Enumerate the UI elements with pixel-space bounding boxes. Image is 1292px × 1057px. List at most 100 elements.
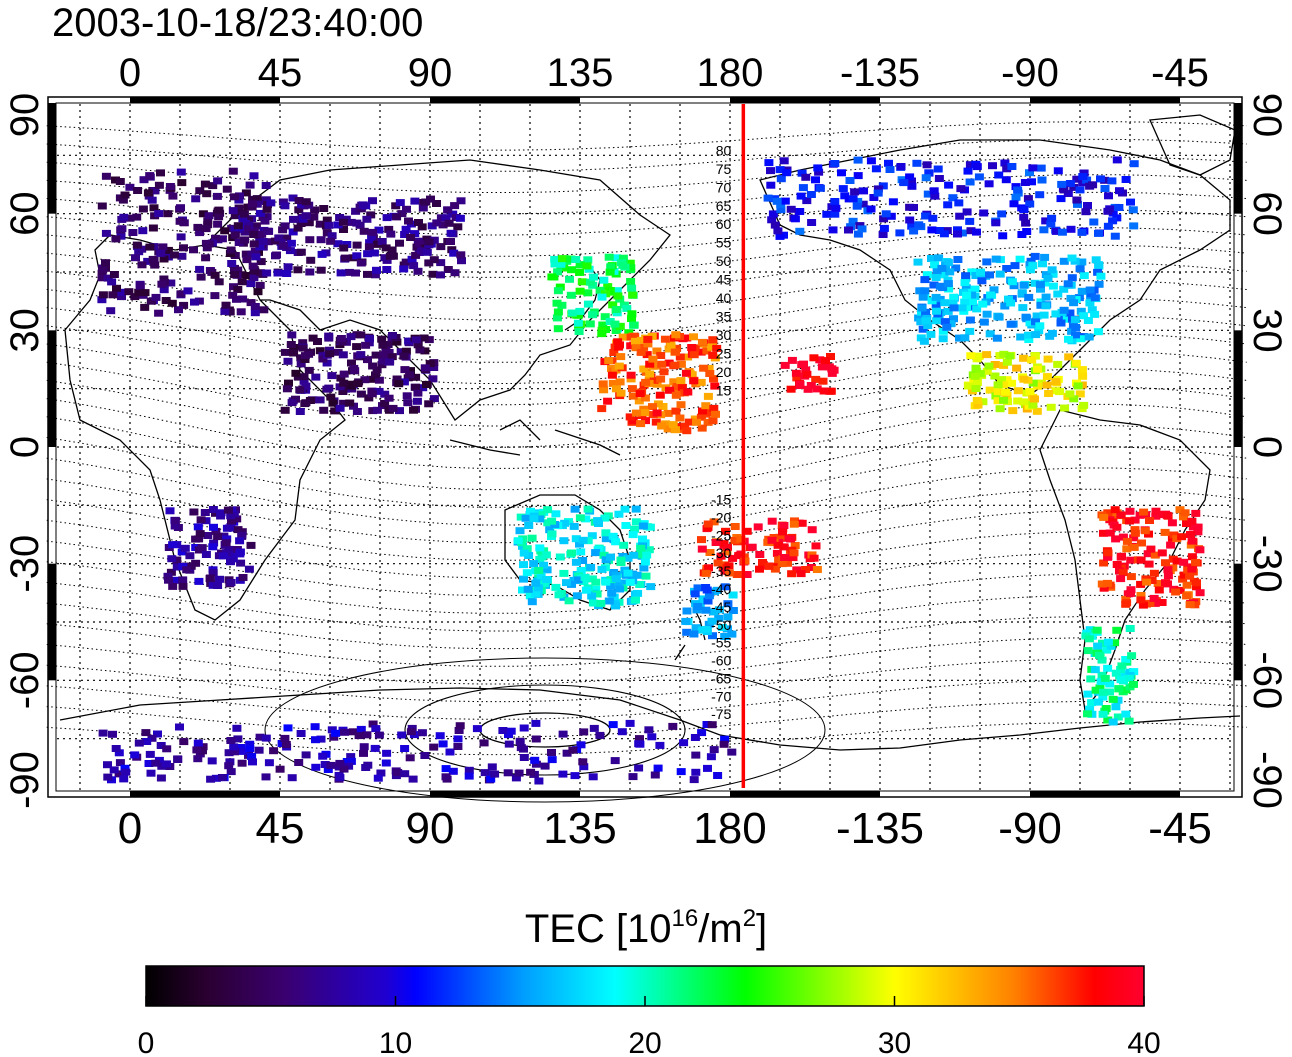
tec-sample-western-pacific — [648, 355, 658, 363]
frame-tick-bar — [1234, 330, 1242, 447]
tec-sample-antarctica — [224, 762, 234, 770]
tec-sample-western-russia — [387, 246, 397, 254]
tec-sample-central-america — [1013, 397, 1023, 405]
tec-sample-europe — [101, 229, 111, 237]
tec-sample-western-russia — [404, 217, 413, 225]
tec-sample-continental-us — [1036, 285, 1045, 293]
tec-sample-alaska-canada — [1035, 191, 1045, 199]
tec-sample-japan-korea — [611, 306, 621, 313]
tec-sample-australia — [519, 549, 529, 557]
tec-sample-southern-africa — [201, 551, 211, 558]
tec-sample-continental-us — [948, 299, 958, 307]
tec-sample-continental-us — [938, 327, 948, 335]
tec-sample-alaska-canada — [994, 171, 1004, 179]
tec-sample-japan-korea — [550, 255, 560, 263]
tec-sample-patagonia — [1105, 680, 1115, 688]
tec-sample-south-pacific — [812, 566, 822, 573]
tec-sample-western-pacific — [705, 370, 715, 377]
tec-sample-continental-us — [1090, 294, 1100, 302]
tec-sample-antarctica — [547, 756, 557, 764]
tec-sample-south-america — [1186, 531, 1195, 538]
tec-sample-antarctica — [490, 770, 500, 778]
tec-sample-hawaii — [806, 382, 816, 389]
tec-sample-europe — [138, 205, 148, 213]
tec-sample-arabia-india — [361, 341, 371, 349]
tec-sample-western-russia — [359, 227, 369, 235]
tec-sample-new-zealand — [682, 628, 692, 636]
tec-sample-hawaii — [791, 369, 801, 377]
tec-sample-alaska-canada — [972, 228, 981, 236]
tec-sample-australia — [535, 544, 545, 552]
tec-sample-continental-us — [938, 284, 948, 292]
tec-sample-australia — [606, 582, 616, 590]
tec-sample-australia — [593, 517, 603, 525]
tec-sample-australia — [571, 558, 581, 566]
tec-sample-hawaii — [826, 387, 836, 395]
tec-sample-western-pacific — [635, 390, 645, 398]
tec-sample-southern-africa — [213, 582, 223, 589]
tec-sample-central-america — [982, 367, 992, 375]
tec-sample-western-russia — [305, 268, 315, 276]
tec-sample-australia — [609, 593, 619, 601]
tec-sample-alaska-canada — [922, 161, 932, 169]
tec-sample-western-russia — [339, 226, 348, 233]
tec-sample-continental-us — [1076, 307, 1086, 315]
tec-sample-patagonia — [1093, 698, 1103, 706]
tec-sample-south-america — [1149, 569, 1159, 577]
tec-sample-europe — [156, 249, 166, 257]
tec-sample-western-russia — [294, 206, 304, 214]
tec-sample-hawaii — [809, 354, 819, 362]
tec-sample-western-pacific — [659, 368, 669, 376]
tec-sample-continental-us — [931, 302, 941, 310]
tec-sample-south-pacific — [730, 537, 740, 544]
tec-sample-japan-korea — [577, 278, 587, 286]
tec-sample-western-pacific — [707, 343, 717, 351]
tec-sample-arabia-india — [413, 341, 423, 349]
tec-sample-australia — [572, 592, 582, 600]
tec-sample-patagonia — [1100, 674, 1110, 682]
tec-sample-europe — [221, 301, 231, 309]
tec-sample-continental-us — [918, 293, 928, 301]
tec-sample-continental-us — [1024, 293, 1034, 301]
tec-sample-europe — [143, 257, 153, 265]
tec-sample-south-pacific — [792, 566, 802, 574]
tec-sample-antarctica — [568, 746, 578, 754]
tec-sample-antarctica — [526, 768, 536, 776]
tec-sample-arabia-india — [304, 366, 314, 374]
tec-sample-europe — [259, 306, 269, 314]
tec-sample-patagonia — [1091, 686, 1101, 694]
longitude-tick-label-bottom: 180 — [693, 804, 766, 853]
tec-sample-central-america — [991, 392, 1001, 400]
tec-sample-antarctica — [653, 764, 663, 772]
tec-sample-patagonia — [1129, 680, 1138, 688]
tec-sample-western-russia — [249, 240, 259, 248]
tec-sample-australia — [630, 525, 640, 533]
tec-sample-australia — [581, 586, 591, 594]
tec-sample-continental-us — [1093, 328, 1103, 336]
tec-sample-australia — [618, 553, 628, 560]
tec-sample-japan-korea — [605, 268, 615, 276]
tec-sample-arabia-india — [424, 336, 434, 344]
tec-sample-antarctica — [296, 730, 306, 737]
tec-sample-arabia-india — [352, 408, 362, 415]
tec-sample-western-pacific — [696, 413, 706, 421]
tec-sample-continental-us — [1094, 280, 1104, 288]
tec-sample-australia — [642, 551, 652, 559]
tec-sample-alaska-canada — [853, 230, 863, 238]
magnetic-latitude-label: 70 — [716, 179, 732, 195]
tec-sample-antarctica — [454, 727, 464, 734]
tec-sample-south-pacific — [742, 571, 752, 578]
tec-sample-western-russia — [438, 221, 448, 229]
tec-sample-patagonia — [1124, 674, 1134, 682]
longitude-tick-label-bottom: 90 — [406, 804, 455, 853]
tec-sample-continental-us — [1004, 295, 1013, 303]
longitude-labels-top: 0 45 90 135 180 -135 -90 -45 — [119, 51, 1209, 95]
tec-sample-western-russia — [367, 232, 377, 240]
tec-sample-alaska-canada — [848, 217, 858, 225]
tec-sample-hawaii — [815, 356, 825, 364]
tec-sample-south-america — [1117, 552, 1126, 560]
tec-sample-south-america — [1154, 586, 1164, 594]
tec-sample-south-pacific — [767, 517, 777, 525]
tec-sample-central-america — [966, 352, 976, 360]
tec-sample-central-america — [1044, 390, 1054, 397]
